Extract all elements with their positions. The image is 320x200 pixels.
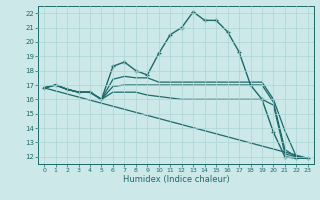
X-axis label: Humidex (Indice chaleur): Humidex (Indice chaleur) xyxy=(123,175,229,184)
